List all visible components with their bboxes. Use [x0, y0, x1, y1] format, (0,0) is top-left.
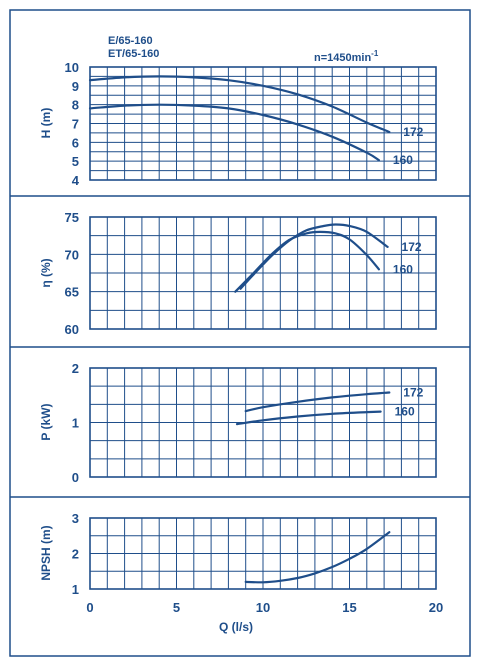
npsh-grid: [89, 517, 437, 590]
power-grid: [89, 367, 437, 478]
head-y-axis-label: H (m): [39, 108, 53, 139]
npsh-y-tick-label: 3: [72, 511, 79, 526]
head-grid: [89, 66, 437, 181]
head-y-tick-label: 7: [72, 117, 79, 132]
speed-prefix: n=1450min: [314, 52, 371, 64]
efficiency-series-label-160: 160: [393, 262, 413, 276]
npsh-y-axis-label: NPSH (m): [39, 525, 53, 580]
power-series-label-160: 160: [395, 405, 415, 419]
model-label-1: E/65-160: [108, 35, 153, 47]
efficiency-plot-border: [89, 216, 437, 330]
head-series-label-160: 160: [393, 153, 413, 167]
power-y-tick-label: 2: [72, 361, 79, 376]
head-curve-160: [88, 103, 380, 162]
speed-exponent: -1: [371, 49, 379, 58]
x-tick-label: 15: [342, 600, 356, 615]
head-curve-172: [88, 75, 391, 134]
efficiency-y-tick-label: 75: [65, 210, 79, 225]
head-y-tick-label: 8: [72, 98, 79, 113]
power-y-tick-label: 0: [72, 470, 79, 485]
power-curve-172: [244, 391, 391, 413]
x-axis-label: Q (l/s): [219, 620, 253, 634]
head-y-tick-label: 10: [65, 60, 79, 75]
x-tick-label: 20: [429, 600, 443, 615]
grid-layer: [89, 66, 437, 590]
efficiency-y-tick-label: 70: [65, 247, 79, 262]
model-label-2: ET/65-160: [108, 48, 159, 60]
head-y-tick-label: 4: [72, 173, 80, 188]
efficiency-curve-160: [234, 230, 380, 293]
efficiency-y-tick-label: 65: [65, 285, 79, 300]
power-series-label-172: 172: [403, 386, 423, 400]
efficiency-y-tick-label: 60: [65, 322, 79, 337]
outer-frame: [9, 9, 471, 657]
npsh-y-tick-label: 2: [72, 547, 79, 562]
efficiency-series-label-172: 172: [402, 240, 422, 254]
power-y-axis-label: P (kW): [39, 403, 53, 440]
efficiency-y-axis-label: η (%): [39, 258, 53, 287]
npsh-curve-main: [244, 531, 391, 584]
text-layer: E/65-160 ET/65-160 n=1450min-1 Q (l/s) 4…: [39, 35, 443, 634]
npsh-y-tick-label: 1: [72, 582, 79, 597]
chart-frame: [9, 9, 471, 657]
head-y-tick-label: 9: [72, 79, 79, 94]
speed-label: n=1450min-1: [314, 49, 379, 64]
efficiency-grid: [89, 216, 437, 330]
power-y-tick-label: 1: [72, 416, 79, 431]
head-series-label-172: 172: [403, 125, 423, 139]
x-tick-label: 5: [173, 600, 180, 615]
power-plot-border: [89, 367, 437, 478]
x-tick-label: 10: [256, 600, 270, 615]
power-curve-160: [235, 410, 382, 426]
head-y-tick-label: 6: [72, 135, 79, 150]
head-plot-border: [89, 66, 437, 181]
curves-layer: [88, 75, 391, 584]
npsh-plot-border: [89, 517, 437, 590]
x-tick-label: 0: [86, 600, 93, 615]
head-y-tick-label: 5: [72, 154, 79, 169]
